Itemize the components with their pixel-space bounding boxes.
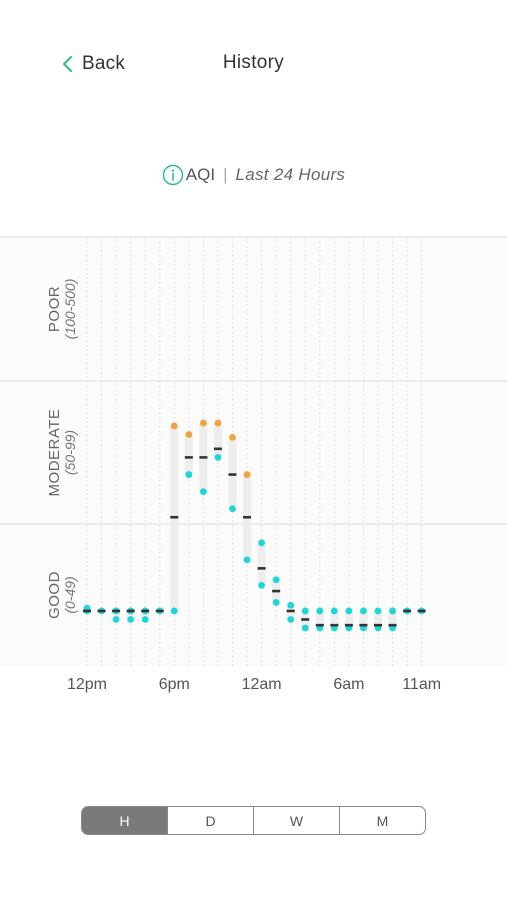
hour-range-bar [257, 542, 266, 586]
max-point [229, 433, 236, 441]
max-point [389, 607, 396, 615]
hour-range-bar [213, 423, 222, 458]
min-point [185, 471, 193, 478]
avg-marker [315, 623, 324, 627]
x-tick-label: 6am [333, 676, 364, 693]
max-point [374, 607, 382, 615]
avg-marker [403, 609, 412, 613]
avg-marker [199, 456, 208, 459]
avg-marker [243, 515, 252, 519]
hour-range-bar [359, 610, 368, 628]
hour-range-bar [286, 605, 295, 620]
page-title: History [222, 52, 285, 73]
hour-range-bar [330, 610, 339, 628]
metric-label: AQI [185, 165, 216, 184]
time-range-label: Last 24 Hours [235, 165, 346, 184]
band-range: (0-49) [62, 576, 78, 613]
max-point [287, 601, 295, 609]
max-point [243, 471, 251, 478]
min-point [170, 607, 178, 615]
min-point [243, 556, 251, 564]
avg-marker [141, 609, 150, 613]
min-point [287, 616, 295, 623]
max-point [185, 431, 193, 438]
hour-range-bar [315, 610, 324, 628]
band-label-moderate: MODERATE (50-99) [46, 409, 78, 497]
aqi-history-chart: POOR (100-500) MODERATE (50-99) GOOD (0-49) 12… [0, 236, 507, 693]
info-icon[interactable] [162, 164, 184, 186]
hour-range-bar [112, 610, 121, 620]
min-point [301, 624, 309, 632]
max-point [200, 419, 207, 427]
band-name: GOOD [46, 571, 63, 619]
avg-marker [344, 623, 353, 627]
avg-marker [257, 567, 266, 570]
hour-range-bar [388, 610, 397, 628]
avg-marker [272, 589, 281, 593]
avg-marker [184, 456, 193, 459]
min-point [229, 505, 236, 513]
segment-w[interactable]: W [253, 807, 339, 834]
nav-bar: Back History [0, 0, 507, 120]
avg-marker [97, 609, 106, 613]
x-tick-label: 12am [242, 676, 282, 693]
hour-range-bar [126, 610, 135, 620]
band-name: MODERATE [46, 409, 63, 497]
avg-marker [228, 473, 237, 476]
hour-range-bar [141, 610, 150, 620]
header-separator: | [223, 165, 228, 184]
max-point [272, 576, 280, 584]
avg-marker [359, 623, 368, 627]
back-button[interactable]: Back [60, 50, 125, 78]
min-point [214, 454, 222, 461]
min-point [272, 599, 280, 606]
max-point [258, 539, 265, 547]
hour-range-bar [344, 610, 353, 628]
avg-marker [286, 609, 295, 613]
x-tick-label: 11am [402, 676, 441, 693]
avg-marker [112, 609, 121, 613]
avg-marker [83, 609, 91, 613]
chart-header: AQI | Last 24 Hours [0, 162, 507, 188]
chart-background [0, 237, 507, 666]
hour-range-bar [184, 434, 193, 475]
max-point [360, 607, 367, 615]
band-name: POOR [46, 286, 63, 332]
avg-marker [388, 623, 397, 627]
chevron-left-icon [63, 56, 72, 72]
avg-marker [330, 623, 339, 627]
band-label-good: GOOD (0-49) [46, 571, 78, 619]
avg-marker [155, 609, 164, 613]
max-point [330, 607, 338, 615]
min-point [200, 488, 207, 496]
band-range: (100-500) [62, 279, 78, 340]
max-point [170, 422, 178, 430]
segment-h[interactable]: H [82, 807, 167, 834]
min-point [141, 616, 149, 623]
max-point [316, 607, 324, 615]
max-point [214, 419, 222, 427]
min-point [112, 616, 120, 623]
band-range: (50-99) [62, 430, 78, 475]
segment-d[interactable]: D [167, 807, 253, 834]
hour-range-bar [228, 437, 237, 509]
band-label-poor: POOR (100-500) [46, 279, 78, 340]
hour-range-bar [374, 610, 382, 628]
avg-marker [417, 609, 426, 613]
back-label: Back [82, 53, 126, 74]
max-point [301, 607, 309, 615]
avg-marker [170, 515, 179, 519]
avg-marker [374, 623, 382, 627]
min-point [258, 582, 265, 589]
x-tick-label: 12pm [67, 676, 107, 693]
avg-marker [126, 609, 135, 613]
x-tick-label: 6pm [159, 676, 190, 693]
min-point [127, 616, 135, 623]
max-point [345, 607, 353, 615]
avg-marker [213, 447, 222, 451]
segment-m[interactable]: M [339, 807, 425, 834]
avg-marker [301, 618, 310, 621]
